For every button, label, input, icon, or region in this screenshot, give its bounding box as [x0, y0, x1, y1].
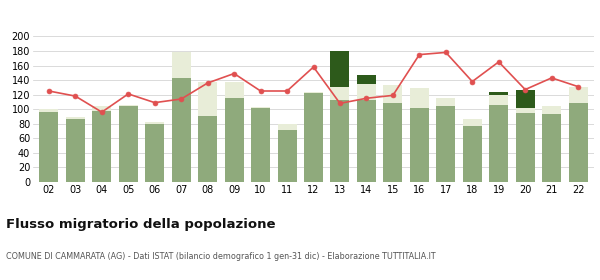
- Bar: [92, 106, 112, 111]
- Bar: [331, 51, 349, 87]
- Bar: [251, 107, 270, 108]
- Bar: [278, 124, 296, 130]
- Bar: [119, 105, 138, 106]
- Text: COMUNE DI CAMMARATA (AG) - Dati ISTAT (bilancio demografico 1 gen-31 dic) - Elab: COMUNE DI CAMMARATA (AG) - Dati ISTAT (b…: [6, 252, 436, 261]
- Bar: [410, 88, 429, 108]
- Bar: [172, 52, 191, 78]
- Bar: [515, 108, 535, 113]
- Bar: [463, 126, 482, 182]
- Bar: [66, 119, 85, 182]
- Bar: [198, 116, 217, 182]
- Bar: [436, 106, 455, 182]
- Bar: [357, 84, 376, 100]
- Bar: [251, 108, 270, 182]
- Bar: [145, 122, 164, 125]
- Bar: [92, 111, 112, 182]
- Bar: [436, 97, 455, 106]
- Bar: [40, 109, 58, 112]
- Bar: [66, 117, 85, 119]
- Bar: [383, 103, 403, 182]
- Bar: [489, 95, 508, 105]
- Bar: [542, 106, 561, 114]
- Bar: [357, 75, 376, 84]
- Bar: [40, 112, 58, 182]
- Bar: [569, 103, 587, 182]
- Bar: [489, 105, 508, 182]
- Bar: [331, 87, 349, 101]
- Bar: [357, 100, 376, 182]
- Text: Flusso migratorio della popolazione: Flusso migratorio della popolazione: [6, 218, 275, 231]
- Bar: [542, 114, 561, 182]
- Bar: [331, 101, 349, 182]
- Bar: [410, 108, 429, 182]
- Bar: [515, 113, 535, 182]
- Bar: [569, 87, 587, 103]
- Bar: [145, 125, 164, 182]
- Bar: [224, 97, 244, 182]
- Bar: [463, 119, 482, 126]
- Bar: [489, 92, 508, 95]
- Bar: [304, 92, 323, 93]
- Bar: [172, 78, 191, 182]
- Bar: [515, 90, 535, 108]
- Bar: [278, 130, 296, 182]
- Bar: [383, 85, 403, 103]
- Bar: [224, 81, 244, 97]
- Bar: [119, 106, 138, 182]
- Bar: [198, 82, 217, 116]
- Bar: [304, 93, 323, 182]
